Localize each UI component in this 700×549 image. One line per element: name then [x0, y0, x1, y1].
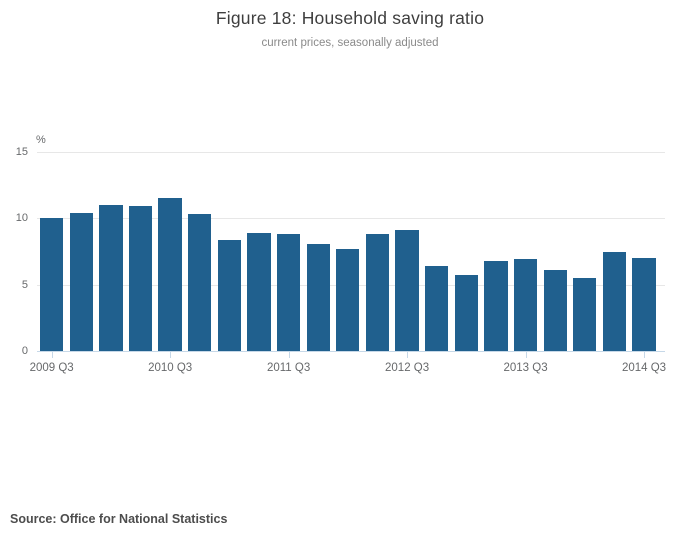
x-tick-2011-q3 — [288, 351, 290, 358]
bar-2009-q3[interactable] — [40, 218, 64, 351]
bar-2011-q4[interactable] — [306, 243, 330, 351]
bar-2010-q2[interactable] — [128, 206, 153, 351]
bar-2014-q1[interactable] — [573, 278, 597, 351]
bar-2013-q3[interactable] — [513, 259, 538, 351]
bar-2013-q1[interactable] — [454, 275, 478, 351]
y-tick-label-10: 10 — [15, 212, 28, 225]
chart-subtitle: current prices, seasonally adjusted — [261, 37, 439, 49]
x-axis-line — [37, 351, 665, 352]
x-tick-label-2013-q3: 2013 Q3 — [503, 362, 548, 374]
bar-2010-q3[interactable] — [158, 198, 182, 351]
x-tick-2014-q3 — [644, 351, 646, 358]
x-tick-label-2014-q3: 2014 Q3 — [621, 362, 667, 374]
y-tick-label-15: 15 — [15, 146, 28, 158]
bar-2014-q3[interactable] — [632, 258, 656, 351]
x-tick-label-2010-q3: 2010 Q3 — [148, 362, 193, 374]
bar-2011-q2[interactable] — [247, 232, 271, 351]
bar-2014-q2[interactable] — [602, 251, 627, 351]
bar-2012-q2[interactable] — [365, 234, 390, 351]
bar-2009-q4[interactable] — [69, 213, 93, 351]
x-tick-2012-q3 — [407, 351, 409, 358]
gridline-10 — [37, 218, 665, 220]
bar-2010-q4[interactable] — [188, 214, 212, 351]
gridline-15 — [37, 152, 665, 153]
bar-2011-q1[interactable] — [217, 239, 241, 351]
y-tick-label-0: 0 — [21, 345, 28, 357]
bar-2013-q4[interactable] — [543, 270, 567, 351]
bar-2013-q2[interactable] — [484, 260, 508, 351]
source-note: Source: Office for National Statistics — [10, 512, 228, 526]
bar-2012-q3[interactable] — [395, 230, 419, 351]
x-tick-label-2011-q3: 2011 Q3 — [266, 362, 311, 374]
x-tick-2010-q3 — [170, 351, 172, 358]
bar-2010-q1[interactable] — [99, 205, 123, 351]
bar-2012-q4[interactable] — [425, 266, 449, 351]
x-tick-2009-q3 — [51, 351, 53, 358]
y-tick-label-5: 5 — [21, 278, 28, 291]
x-tick-label-2012-q3: 2012 Q3 — [385, 362, 430, 374]
x-tick-2013-q3 — [525, 351, 527, 358]
chart-title: Figure 18: Household saving ratio — [215, 8, 485, 28]
x-tick-label-2009-q3: 2009 Q3 — [29, 362, 74, 374]
y-axis-unit-label: % — [36, 134, 46, 146]
bar-2012-q1[interactable] — [336, 248, 360, 351]
bar-2011-q3[interactable] — [276, 234, 301, 351]
